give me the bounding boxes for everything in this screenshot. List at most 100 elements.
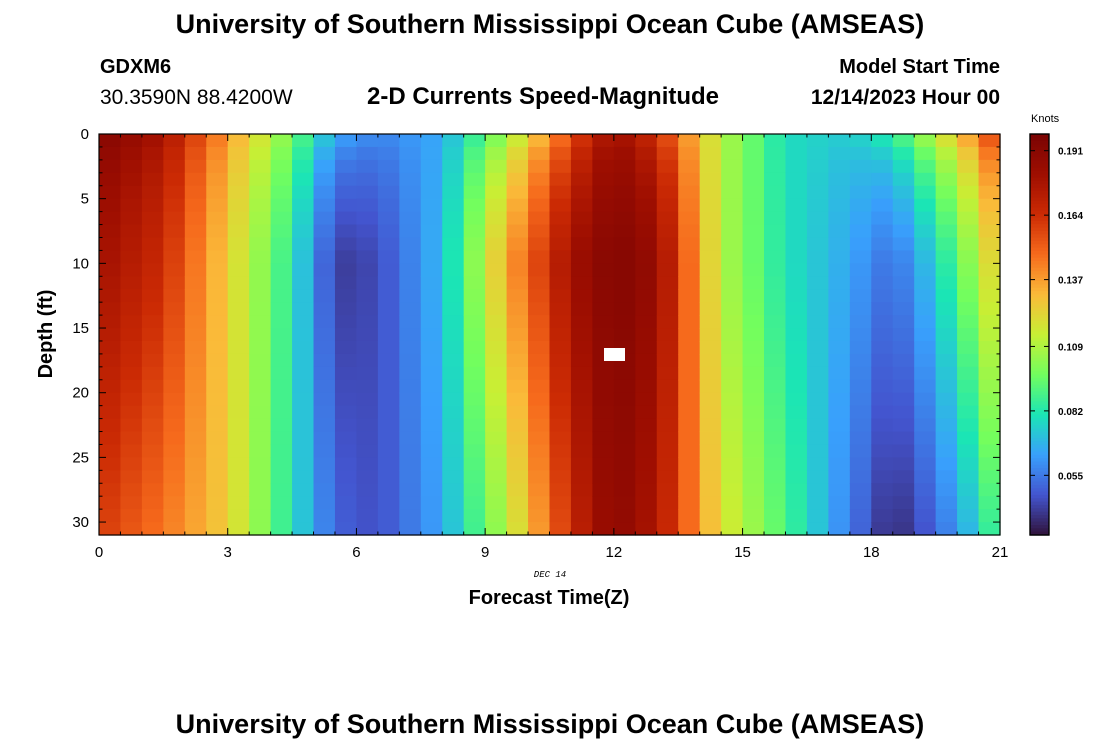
heatmap-cell (420, 496, 443, 510)
heatmap-cell (463, 211, 486, 226)
heatmap-cell (871, 366, 894, 381)
heatmap-cell (978, 405, 1001, 420)
heatmap-cell (120, 470, 143, 484)
heatmap-cell (442, 431, 465, 446)
heatmap-cell (356, 134, 379, 148)
heatmap-cell (420, 392, 443, 407)
heatmap-cell (399, 431, 422, 446)
heatmap-cell (914, 444, 937, 458)
heatmap-cell (506, 418, 529, 433)
heatmap-cell (592, 276, 615, 290)
heatmap-cell (828, 185, 851, 200)
heatmap-cell (871, 237, 894, 252)
heatmap-cell (721, 496, 744, 510)
heatmap-cell (806, 353, 829, 368)
heatmap-cell (99, 302, 122, 316)
heatmap-cell (935, 470, 958, 484)
heatmap-cell (549, 198, 572, 213)
heatmap-cell (120, 263, 143, 277)
heatmap-cell (678, 159, 701, 174)
heatmap-cell (849, 366, 872, 381)
heatmap-cell (957, 509, 980, 523)
heatmap-cell (249, 198, 272, 213)
heatmap-cell (249, 496, 272, 510)
heatmap-cell (806, 483, 829, 497)
colorbar-segment (1030, 260, 1049, 265)
heatmap-cell (420, 159, 443, 174)
heatmap-cell (914, 185, 937, 200)
heatmap-cell (163, 328, 186, 342)
heatmap-cell (313, 496, 336, 510)
heatmap-cell (570, 315, 593, 329)
heatmap-cell (635, 276, 658, 290)
colorbar-segment (1030, 511, 1049, 516)
heatmap-cell (141, 328, 164, 342)
heatmap-cell (549, 483, 572, 497)
colorbar-segment (1030, 281, 1049, 285)
colorbar-segment (1030, 297, 1049, 302)
heatmap-cell (549, 224, 572, 239)
heatmap-cell (313, 470, 336, 484)
heatmap-cell (549, 185, 572, 200)
heatmap-cell (227, 146, 250, 161)
heatmap-cell (935, 134, 958, 148)
heatmap-cell (463, 496, 486, 510)
heatmap-cell (163, 250, 186, 264)
colorbar-segment (1030, 531, 1049, 536)
heatmap-cell (463, 185, 486, 200)
heatmap-cell (892, 522, 915, 536)
heatmap-cell (613, 276, 636, 290)
colorbar-segment (1030, 234, 1049, 239)
heatmap-cell (742, 392, 765, 407)
heatmap-cell (721, 509, 744, 523)
heatmap-cell (292, 418, 315, 433)
heatmap-cell (699, 405, 722, 420)
heatmap-cell (227, 172, 250, 187)
colorbar-segment (1030, 197, 1049, 202)
heatmap-cell (120, 185, 143, 200)
heatmap-cell (785, 315, 808, 329)
heatmap-cell (163, 496, 186, 510)
heatmap-cell (592, 146, 615, 161)
heatmap-cell (377, 366, 400, 381)
heatmap-cell (806, 276, 829, 290)
colorbar-segment (1030, 331, 1049, 336)
heatmap-cell (356, 509, 379, 523)
heatmap-cell (463, 470, 486, 484)
heatmap-cell (99, 328, 122, 342)
heatmap-cell (141, 444, 164, 458)
heatmap-cell (313, 340, 336, 355)
heatmap-cell (721, 457, 744, 471)
heatmap-cell (785, 224, 808, 239)
heatmap-cell (914, 328, 937, 342)
heatmap-cell (270, 457, 293, 471)
heatmap-cell (120, 159, 143, 174)
y-tick-label: 10 (72, 255, 89, 272)
heatmap-cell (978, 522, 1001, 536)
heatmap-cell (334, 172, 358, 187)
heatmap-cell (656, 211, 679, 226)
heatmap-cell (570, 172, 593, 187)
heatmap-cell (785, 457, 808, 471)
heatmap-cell (463, 224, 486, 239)
heatmap-cell (828, 457, 851, 471)
heatmap-cell (528, 431, 551, 446)
heatmap-cell (699, 444, 722, 458)
heatmap-cell (892, 328, 915, 342)
heatmap-cell (377, 289, 400, 303)
heatmap-cell (420, 328, 443, 342)
x-tick-label: 18 (863, 544, 880, 561)
heatmap-cell (184, 302, 207, 316)
heatmap-cell (506, 379, 529, 394)
heatmap-cell (892, 237, 915, 252)
heatmap-cell (678, 134, 701, 148)
heatmap-cell (828, 328, 851, 342)
heatmap-cell (592, 172, 615, 187)
heatmap-cell (120, 302, 143, 316)
heatmap-cell (592, 198, 615, 213)
heatmap-cell (764, 211, 787, 226)
heatmap-cell (592, 134, 615, 148)
y-tick-label: 0 (81, 126, 89, 143)
heatmap-cell (570, 509, 593, 523)
heatmap-cell (334, 509, 358, 523)
